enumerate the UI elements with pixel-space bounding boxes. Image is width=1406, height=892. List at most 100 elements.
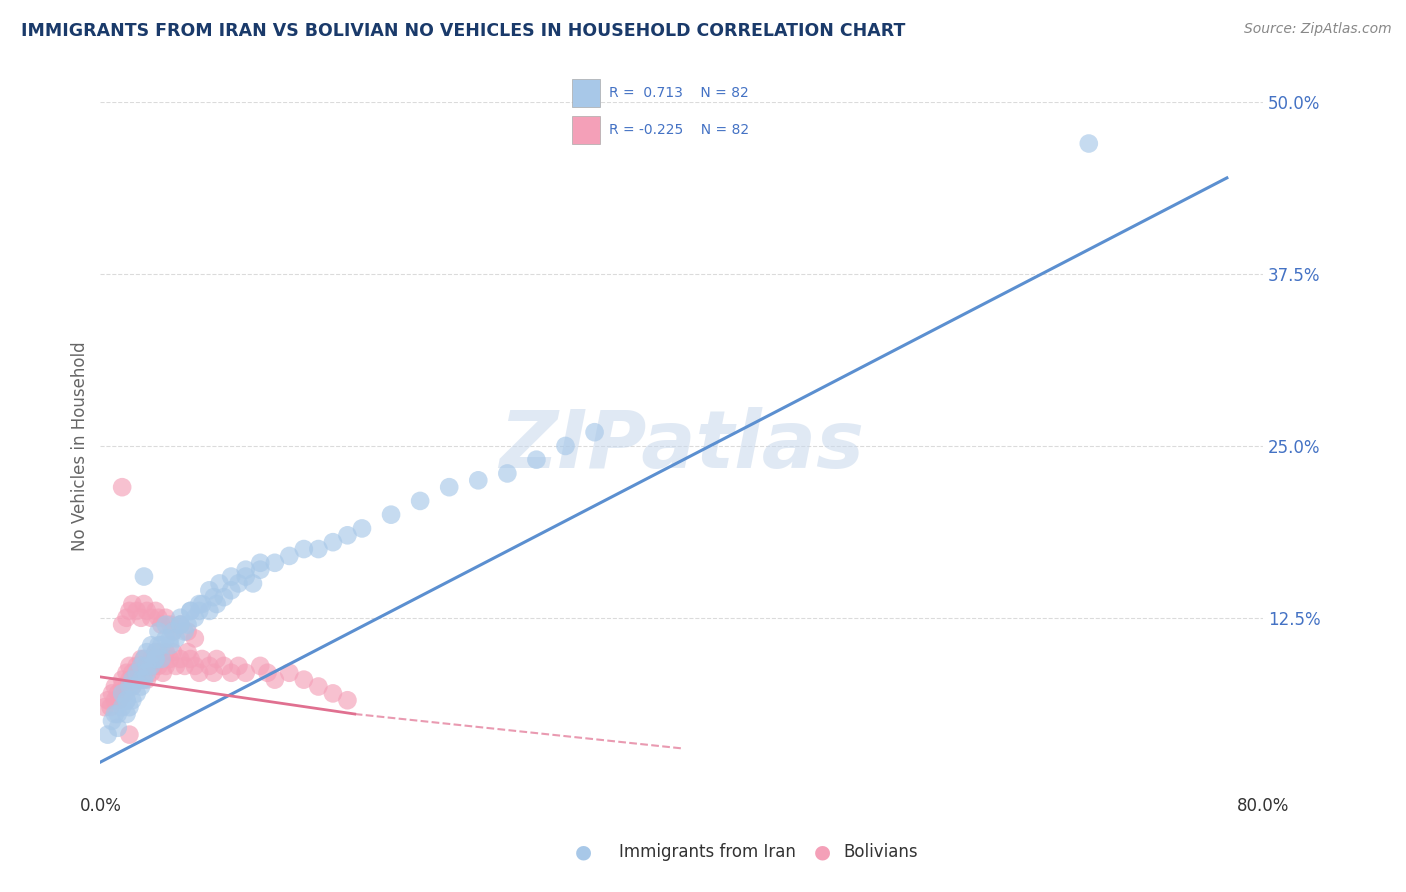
Point bbox=[228, 659, 250, 673]
Point bbox=[409, 494, 432, 508]
Point bbox=[162, 645, 184, 659]
Point bbox=[145, 645, 167, 659]
Point bbox=[121, 597, 143, 611]
Point bbox=[173, 659, 195, 673]
Point bbox=[150, 652, 173, 666]
Text: Immigrants from Iran: Immigrants from Iran bbox=[619, 843, 796, 861]
Point bbox=[162, 624, 184, 639]
Point bbox=[184, 611, 207, 625]
Point bbox=[145, 645, 167, 659]
Point bbox=[554, 439, 576, 453]
Point bbox=[114, 686, 136, 700]
Point bbox=[129, 611, 152, 625]
Point bbox=[148, 624, 170, 639]
Point bbox=[132, 597, 155, 611]
Point bbox=[141, 659, 163, 673]
Point bbox=[118, 680, 141, 694]
Point bbox=[212, 590, 235, 604]
Point bbox=[188, 665, 211, 680]
Point bbox=[191, 652, 214, 666]
Point bbox=[115, 693, 138, 707]
Point bbox=[135, 645, 157, 659]
Point bbox=[125, 686, 148, 700]
Point bbox=[292, 542, 315, 557]
Point bbox=[380, 508, 402, 522]
Text: R = -0.225    N = 82: R = -0.225 N = 82 bbox=[609, 122, 749, 136]
Point bbox=[176, 624, 198, 639]
Point bbox=[135, 665, 157, 680]
Point bbox=[118, 728, 141, 742]
Point bbox=[107, 706, 129, 721]
Point bbox=[205, 652, 228, 666]
Point bbox=[104, 680, 127, 694]
Text: R =  0.713    N = 82: R = 0.713 N = 82 bbox=[609, 87, 748, 101]
Point bbox=[111, 686, 134, 700]
Point bbox=[141, 611, 163, 625]
Point bbox=[125, 673, 148, 687]
Text: ●: ● bbox=[814, 842, 831, 862]
Point bbox=[97, 728, 120, 742]
Point bbox=[104, 693, 127, 707]
Point bbox=[141, 665, 163, 680]
Point bbox=[169, 611, 191, 625]
Point bbox=[129, 652, 152, 666]
Point bbox=[145, 652, 167, 666]
Point bbox=[118, 659, 141, 673]
Point bbox=[202, 590, 225, 604]
Point bbox=[115, 680, 138, 694]
Point bbox=[437, 480, 460, 494]
Point bbox=[132, 673, 155, 687]
Point bbox=[191, 597, 214, 611]
Point bbox=[125, 604, 148, 618]
Point bbox=[143, 659, 166, 673]
Point bbox=[184, 632, 207, 646]
Point bbox=[169, 617, 191, 632]
Point bbox=[155, 617, 177, 632]
Point bbox=[129, 659, 152, 673]
Point bbox=[101, 714, 124, 728]
Point bbox=[150, 652, 173, 666]
Point bbox=[235, 569, 257, 583]
Point bbox=[583, 425, 606, 440]
Point bbox=[145, 604, 167, 618]
Point bbox=[184, 659, 207, 673]
Point bbox=[198, 604, 221, 618]
Point bbox=[135, 673, 157, 687]
Point bbox=[219, 569, 242, 583]
Point bbox=[132, 652, 155, 666]
Point bbox=[179, 604, 201, 618]
Point bbox=[526, 452, 548, 467]
Point bbox=[121, 680, 143, 694]
Point bbox=[202, 665, 225, 680]
Point bbox=[125, 659, 148, 673]
Text: Bolivians: Bolivians bbox=[844, 843, 918, 861]
Point bbox=[205, 597, 228, 611]
Point bbox=[322, 535, 344, 549]
Point bbox=[121, 665, 143, 680]
Point bbox=[118, 673, 141, 687]
Point bbox=[169, 652, 191, 666]
Point bbox=[155, 659, 177, 673]
Point bbox=[141, 652, 163, 666]
Point bbox=[100, 700, 122, 714]
Point bbox=[148, 645, 170, 659]
Point bbox=[249, 563, 271, 577]
Point bbox=[292, 673, 315, 687]
Point bbox=[148, 638, 170, 652]
Point bbox=[148, 659, 170, 673]
Point bbox=[97, 693, 120, 707]
Point bbox=[336, 693, 359, 707]
Point bbox=[249, 659, 271, 673]
Point bbox=[132, 652, 155, 666]
Point bbox=[198, 583, 221, 598]
Point bbox=[118, 604, 141, 618]
Point bbox=[135, 659, 157, 673]
Point bbox=[208, 576, 231, 591]
Point bbox=[115, 611, 138, 625]
Point bbox=[129, 659, 152, 673]
Point bbox=[228, 576, 250, 591]
Point bbox=[307, 542, 329, 557]
Point bbox=[212, 659, 235, 673]
Point bbox=[155, 611, 177, 625]
Point bbox=[145, 652, 167, 666]
